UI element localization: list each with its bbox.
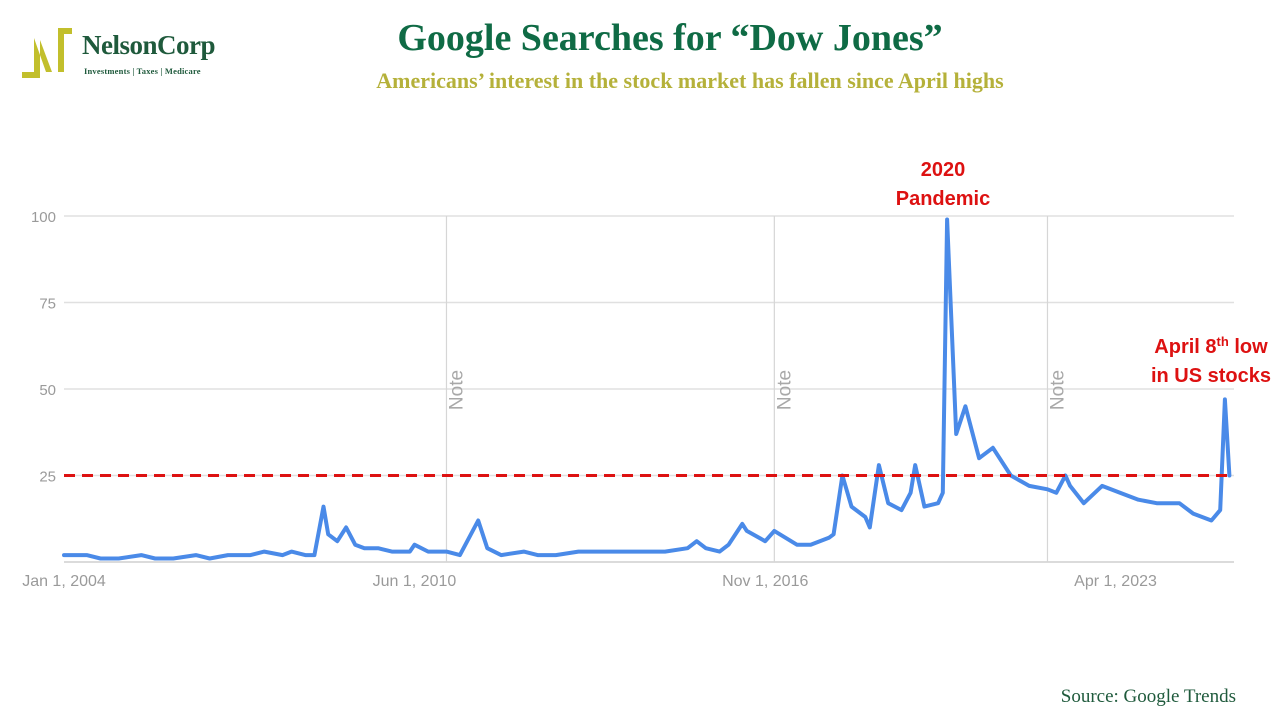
y-tick-label: 75 [39,296,56,313]
nelsoncorp-logo: NelsonCorp Investments | Taxes | Medicar… [20,24,232,84]
logo-tagline: Investments | Taxes | Medicare [84,66,201,76]
y-tick-label: 100 [31,209,56,226]
logo-n-mark-icon [22,28,72,78]
x-tick-label: Nov 1, 2016 [722,573,808,590]
logo-name: NelsonCorp [82,30,216,60]
page-title: Google Searches for “Dow Jones” [397,17,943,59]
source-note: Source: Google Trends [1060,686,1236,707]
series-line [62,217,1232,561]
y-tick-label: 50 [39,382,56,399]
note-marker-label: Note [1047,370,1068,410]
annotation-april-line2: in US stocks [1151,365,1271,387]
annotation-2020-line1: 2020 [921,159,966,181]
note-marker-label: Note [446,370,467,410]
annotation-april-line1: April 8th low [1154,334,1268,359]
x-tick-label: Jan 1, 2004 [22,573,106,590]
x-tick-label: Jun 1, 2010 [373,573,457,590]
annotation-2020-line2: Pandemic [896,188,990,210]
x-tick-label: Apr 1, 2023 [1074,573,1157,590]
y-tick-label: 25 [39,469,56,486]
note-marker-label: Note [774,370,795,410]
page-subtitle: Americans’ interest in the stock market … [376,68,1004,93]
